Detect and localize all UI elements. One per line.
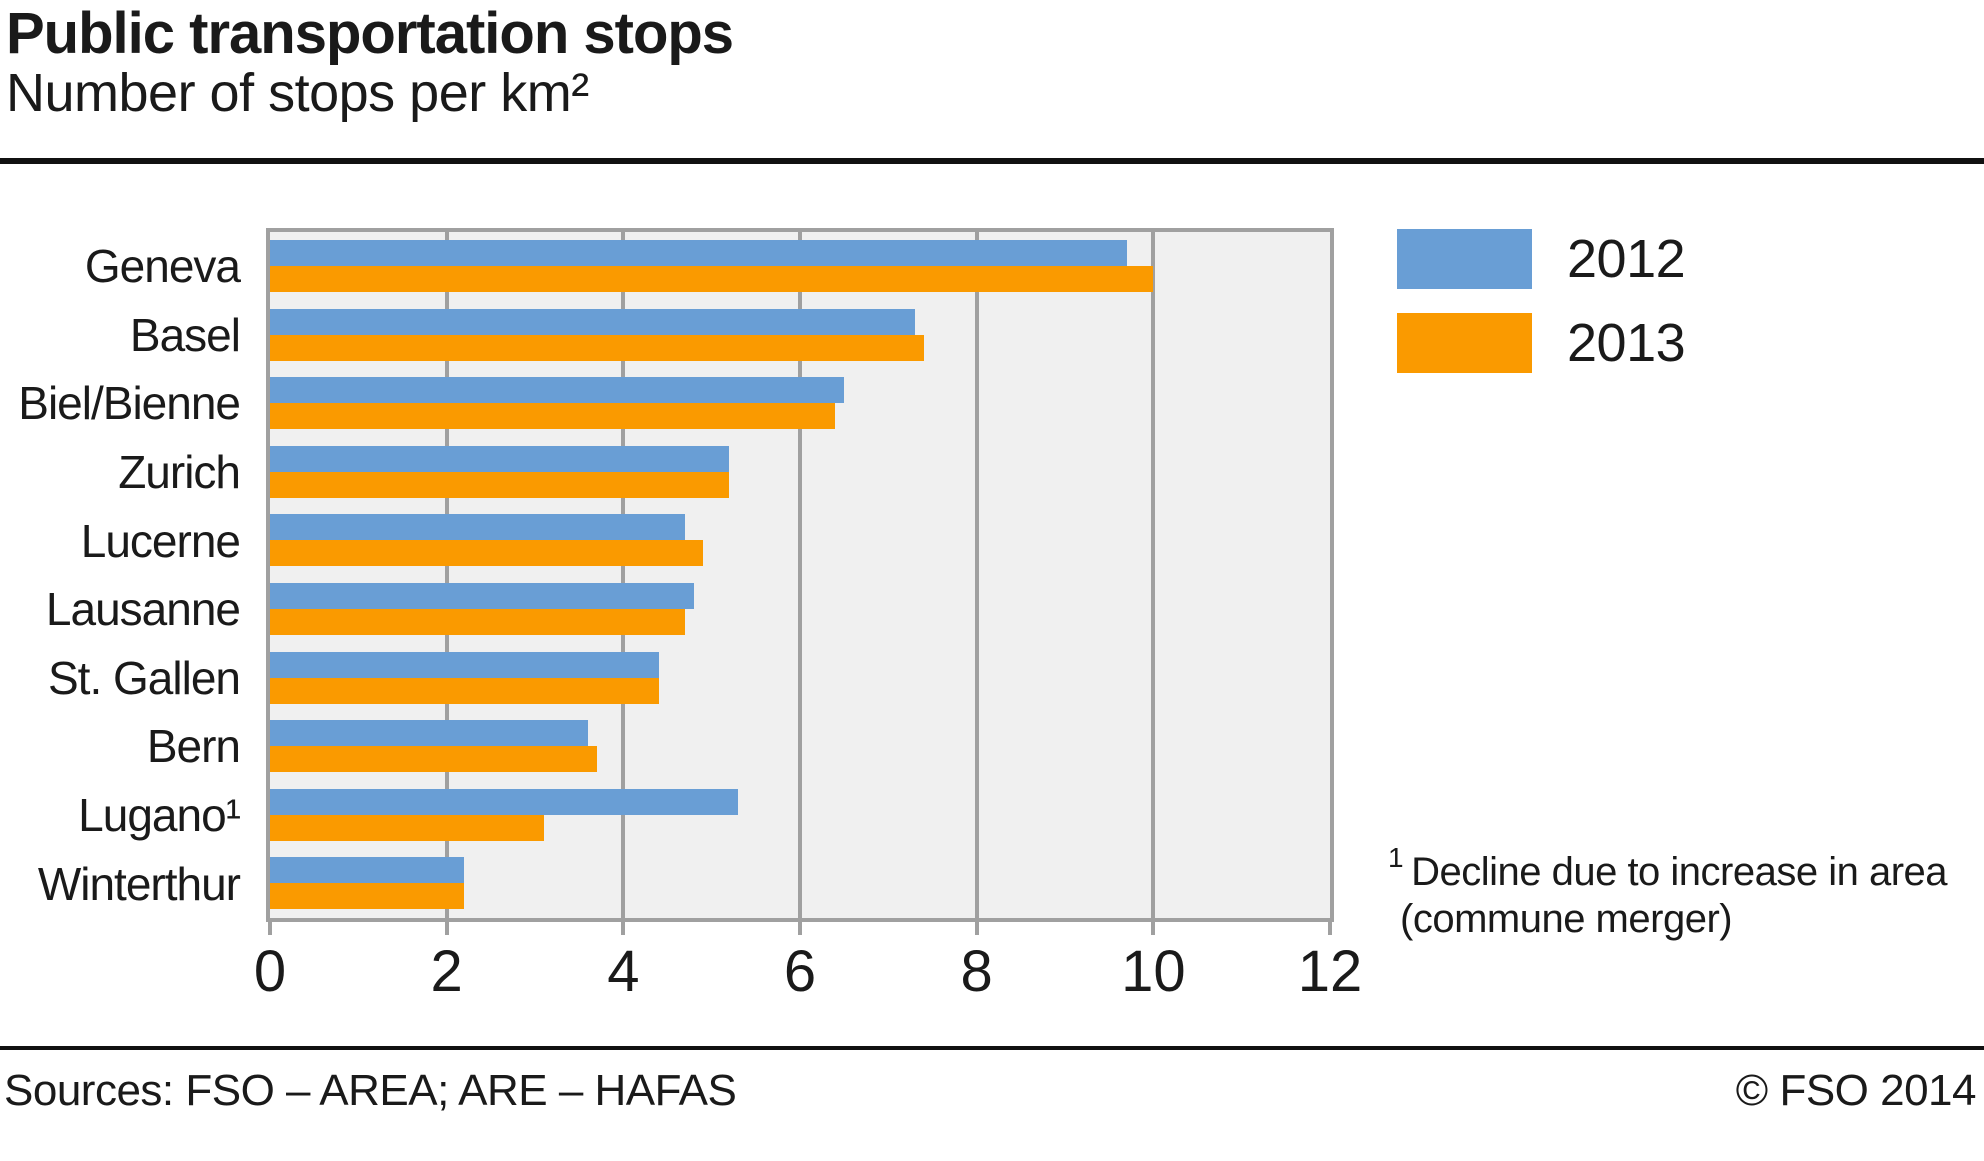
bar-group-st-gallen xyxy=(270,644,1330,713)
bar-group-bern xyxy=(270,712,1330,781)
footnote-line-2: (commune merger) xyxy=(1400,897,1733,941)
category-label-lausanne: Lausanne xyxy=(45,583,241,636)
bar-2013-basel xyxy=(270,334,924,361)
x-tick-2 xyxy=(444,922,449,935)
x-tick-label-4: 4 xyxy=(607,939,640,1004)
header-divider xyxy=(0,158,1984,164)
x-tick-label-10: 10 xyxy=(1121,939,1186,1004)
x-tick-4 xyxy=(621,922,626,935)
gridline-10 xyxy=(1151,232,1156,918)
category-label-bern: Bern xyxy=(146,720,241,773)
gridline-2 xyxy=(444,232,449,918)
copyright-text: © FSO 2014 xyxy=(1735,1066,1977,1115)
footnote-marker: 1 xyxy=(1388,842,1404,873)
x-axis: 0 2 4 6 8 10 12 xyxy=(0,922,1984,1012)
gridline-6 xyxy=(798,232,802,918)
x-tick-label-6: 6 xyxy=(783,939,817,1004)
bar-2013-bern xyxy=(270,746,597,773)
bar-group-geneva xyxy=(270,232,1330,301)
bar-group-lugano xyxy=(270,781,1330,850)
category-label-biel-bienne: Biel/Bienne xyxy=(18,377,241,430)
gridline-8 xyxy=(974,232,979,918)
x-tick-8 xyxy=(974,922,979,935)
bar-group-zurich xyxy=(270,438,1330,507)
x-tick-label-2: 2 xyxy=(430,939,463,1004)
category-label-winterthur: Winterthur xyxy=(37,857,241,910)
bar-2013-winterthur xyxy=(270,883,465,910)
bar-2012-geneva xyxy=(270,240,1127,266)
footnote: 1 Decline due to increase in area (commun… xyxy=(1388,834,1948,943)
category-label-lucerne: Lucerne xyxy=(80,514,241,567)
x-tick-10 xyxy=(1151,922,1156,935)
bar-group-lucerne xyxy=(270,506,1330,575)
category-label-st-gallen: St. Gallen xyxy=(48,651,241,704)
footnote-line-1: 1 Decline due to increase in area xyxy=(1388,834,1948,896)
legend-swatch-2013 xyxy=(1397,313,1532,373)
legend-label-2013: 2013 xyxy=(1567,313,1686,373)
bar-2012-winterthur xyxy=(270,857,465,884)
plot-area xyxy=(266,228,1334,922)
bar-2012-lucerne xyxy=(270,514,686,541)
legend-item-2013: 2013 xyxy=(1397,312,1686,374)
bar-2013-biel-bienne xyxy=(270,403,836,430)
bar-2012-zurich xyxy=(270,445,730,472)
bar-group-basel xyxy=(270,301,1330,370)
bar-2013-lugano xyxy=(270,814,544,841)
bar-2013-geneva xyxy=(270,266,1154,292)
category-label-geneva: Geneva xyxy=(84,240,241,293)
bar-2013-zurich xyxy=(270,471,730,498)
page-subtitle: Number of stops per km² xyxy=(6,63,589,123)
x-tick-label-0: 0 xyxy=(253,939,287,1004)
legend-label-2012: 2012 xyxy=(1567,229,1686,289)
legend: 2012 2013 xyxy=(1397,228,1686,374)
bar-group-winterthur xyxy=(270,849,1330,918)
x-tick-label-8: 8 xyxy=(960,939,993,1004)
legend-swatch-2012 xyxy=(1397,229,1532,289)
x-tick-6 xyxy=(798,922,802,935)
footer-divider xyxy=(0,1046,1984,1050)
x-tick-12 xyxy=(1328,922,1332,935)
bar-2012-lugano xyxy=(270,788,739,815)
bar-2012-bern xyxy=(270,720,588,747)
category-label-basel: Basel xyxy=(129,308,241,361)
bar-2012-basel xyxy=(270,308,915,335)
sources-text: Sources: FSO – AREA; ARE – HAFAS xyxy=(4,1066,737,1115)
x-tick-label-12: 12 xyxy=(1297,939,1363,1004)
bar-2012-biel-bienne xyxy=(270,377,845,404)
category-label-lugano: Lugano¹ xyxy=(78,789,241,842)
page-title: Public transportation stops xyxy=(6,1,734,66)
bar-2012-st-gallen xyxy=(270,651,659,678)
footnote-text: Decline due to increase in area xyxy=(1411,850,1948,894)
bar-group-biel-bienne xyxy=(270,369,1330,438)
bar-2013-lucerne xyxy=(270,540,703,567)
gridline-4 xyxy=(621,232,626,918)
bar-2013-lausanne xyxy=(270,609,686,635)
legend-item-2012: 2012 xyxy=(1397,228,1686,290)
bar-group-lausanne xyxy=(270,575,1330,644)
category-label-zurich: Zurich xyxy=(118,446,241,499)
category-labels: Geneva Basel Biel/Bienne Zurich Lucerne Lausa… xyxy=(0,232,254,918)
x-tick-0 xyxy=(268,922,272,935)
bar-2012-lausanne xyxy=(270,583,694,609)
bar-2013-st-gallen xyxy=(270,677,659,704)
